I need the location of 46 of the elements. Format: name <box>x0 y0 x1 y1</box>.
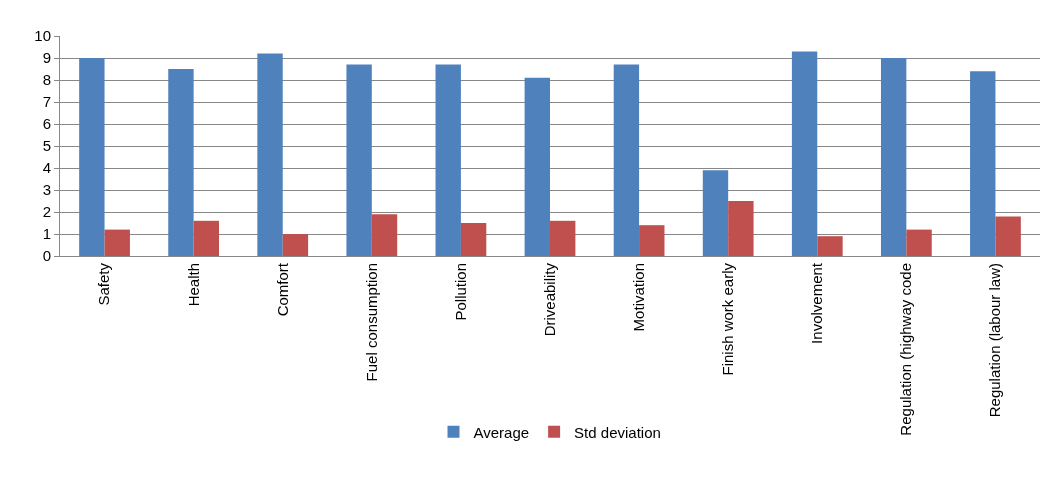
bar <box>702 170 729 256</box>
y-tick-label: 3 <box>42 181 51 199</box>
bar <box>817 236 843 256</box>
bar <box>346 64 372 256</box>
bar <box>995 216 1021 256</box>
bar <box>906 229 932 256</box>
y-tick-label: 8 <box>42 71 51 89</box>
bar <box>460 223 487 256</box>
x-tick-label: Regulation (labour law) <box>986 263 1004 418</box>
bar <box>728 201 754 256</box>
bar <box>524 77 550 256</box>
y-tick-label: 1 <box>42 225 51 243</box>
bar <box>550 220 576 256</box>
bar <box>79 58 105 256</box>
x-tick-label: Finish work early <box>719 262 737 376</box>
y-tick-label: 7 <box>42 93 51 111</box>
bar <box>791 51 818 256</box>
y-tick-label: 4 <box>42 159 51 177</box>
x-tick-label: Pollution <box>451 263 469 321</box>
legend-label: Average <box>473 423 530 441</box>
y-tick-label: 6 <box>42 115 51 133</box>
x-tick-label: Driveability <box>540 262 558 337</box>
y-tick-label: 9 <box>42 49 51 67</box>
bar <box>880 58 907 256</box>
legend-label: Std deviation <box>574 423 661 441</box>
y-tick-label: 5 <box>42 137 51 155</box>
bar <box>639 225 665 256</box>
bar <box>104 229 130 256</box>
bar <box>435 64 461 256</box>
y-tick-label: 10 <box>34 27 51 45</box>
x-tick-label: Comfort <box>273 262 291 317</box>
bar <box>970 71 996 256</box>
bar <box>613 64 640 256</box>
x-tick-label: Involvement <box>808 262 826 344</box>
bar <box>371 214 398 256</box>
y-tick-label: 2 <box>42 203 51 221</box>
y-tick-label: 0 <box>42 247 51 265</box>
bar <box>282 234 309 256</box>
x-tick-label: Motivation <box>629 263 647 332</box>
bar <box>257 53 283 256</box>
x-tick-label: Regulation (highway code <box>897 263 915 436</box>
x-tick-label: Fuel consumption <box>362 263 380 382</box>
bar <box>168 69 194 256</box>
x-tick-label: Health <box>184 263 202 307</box>
x-tick-label: Safety <box>95 262 113 306</box>
bar <box>193 220 220 256</box>
